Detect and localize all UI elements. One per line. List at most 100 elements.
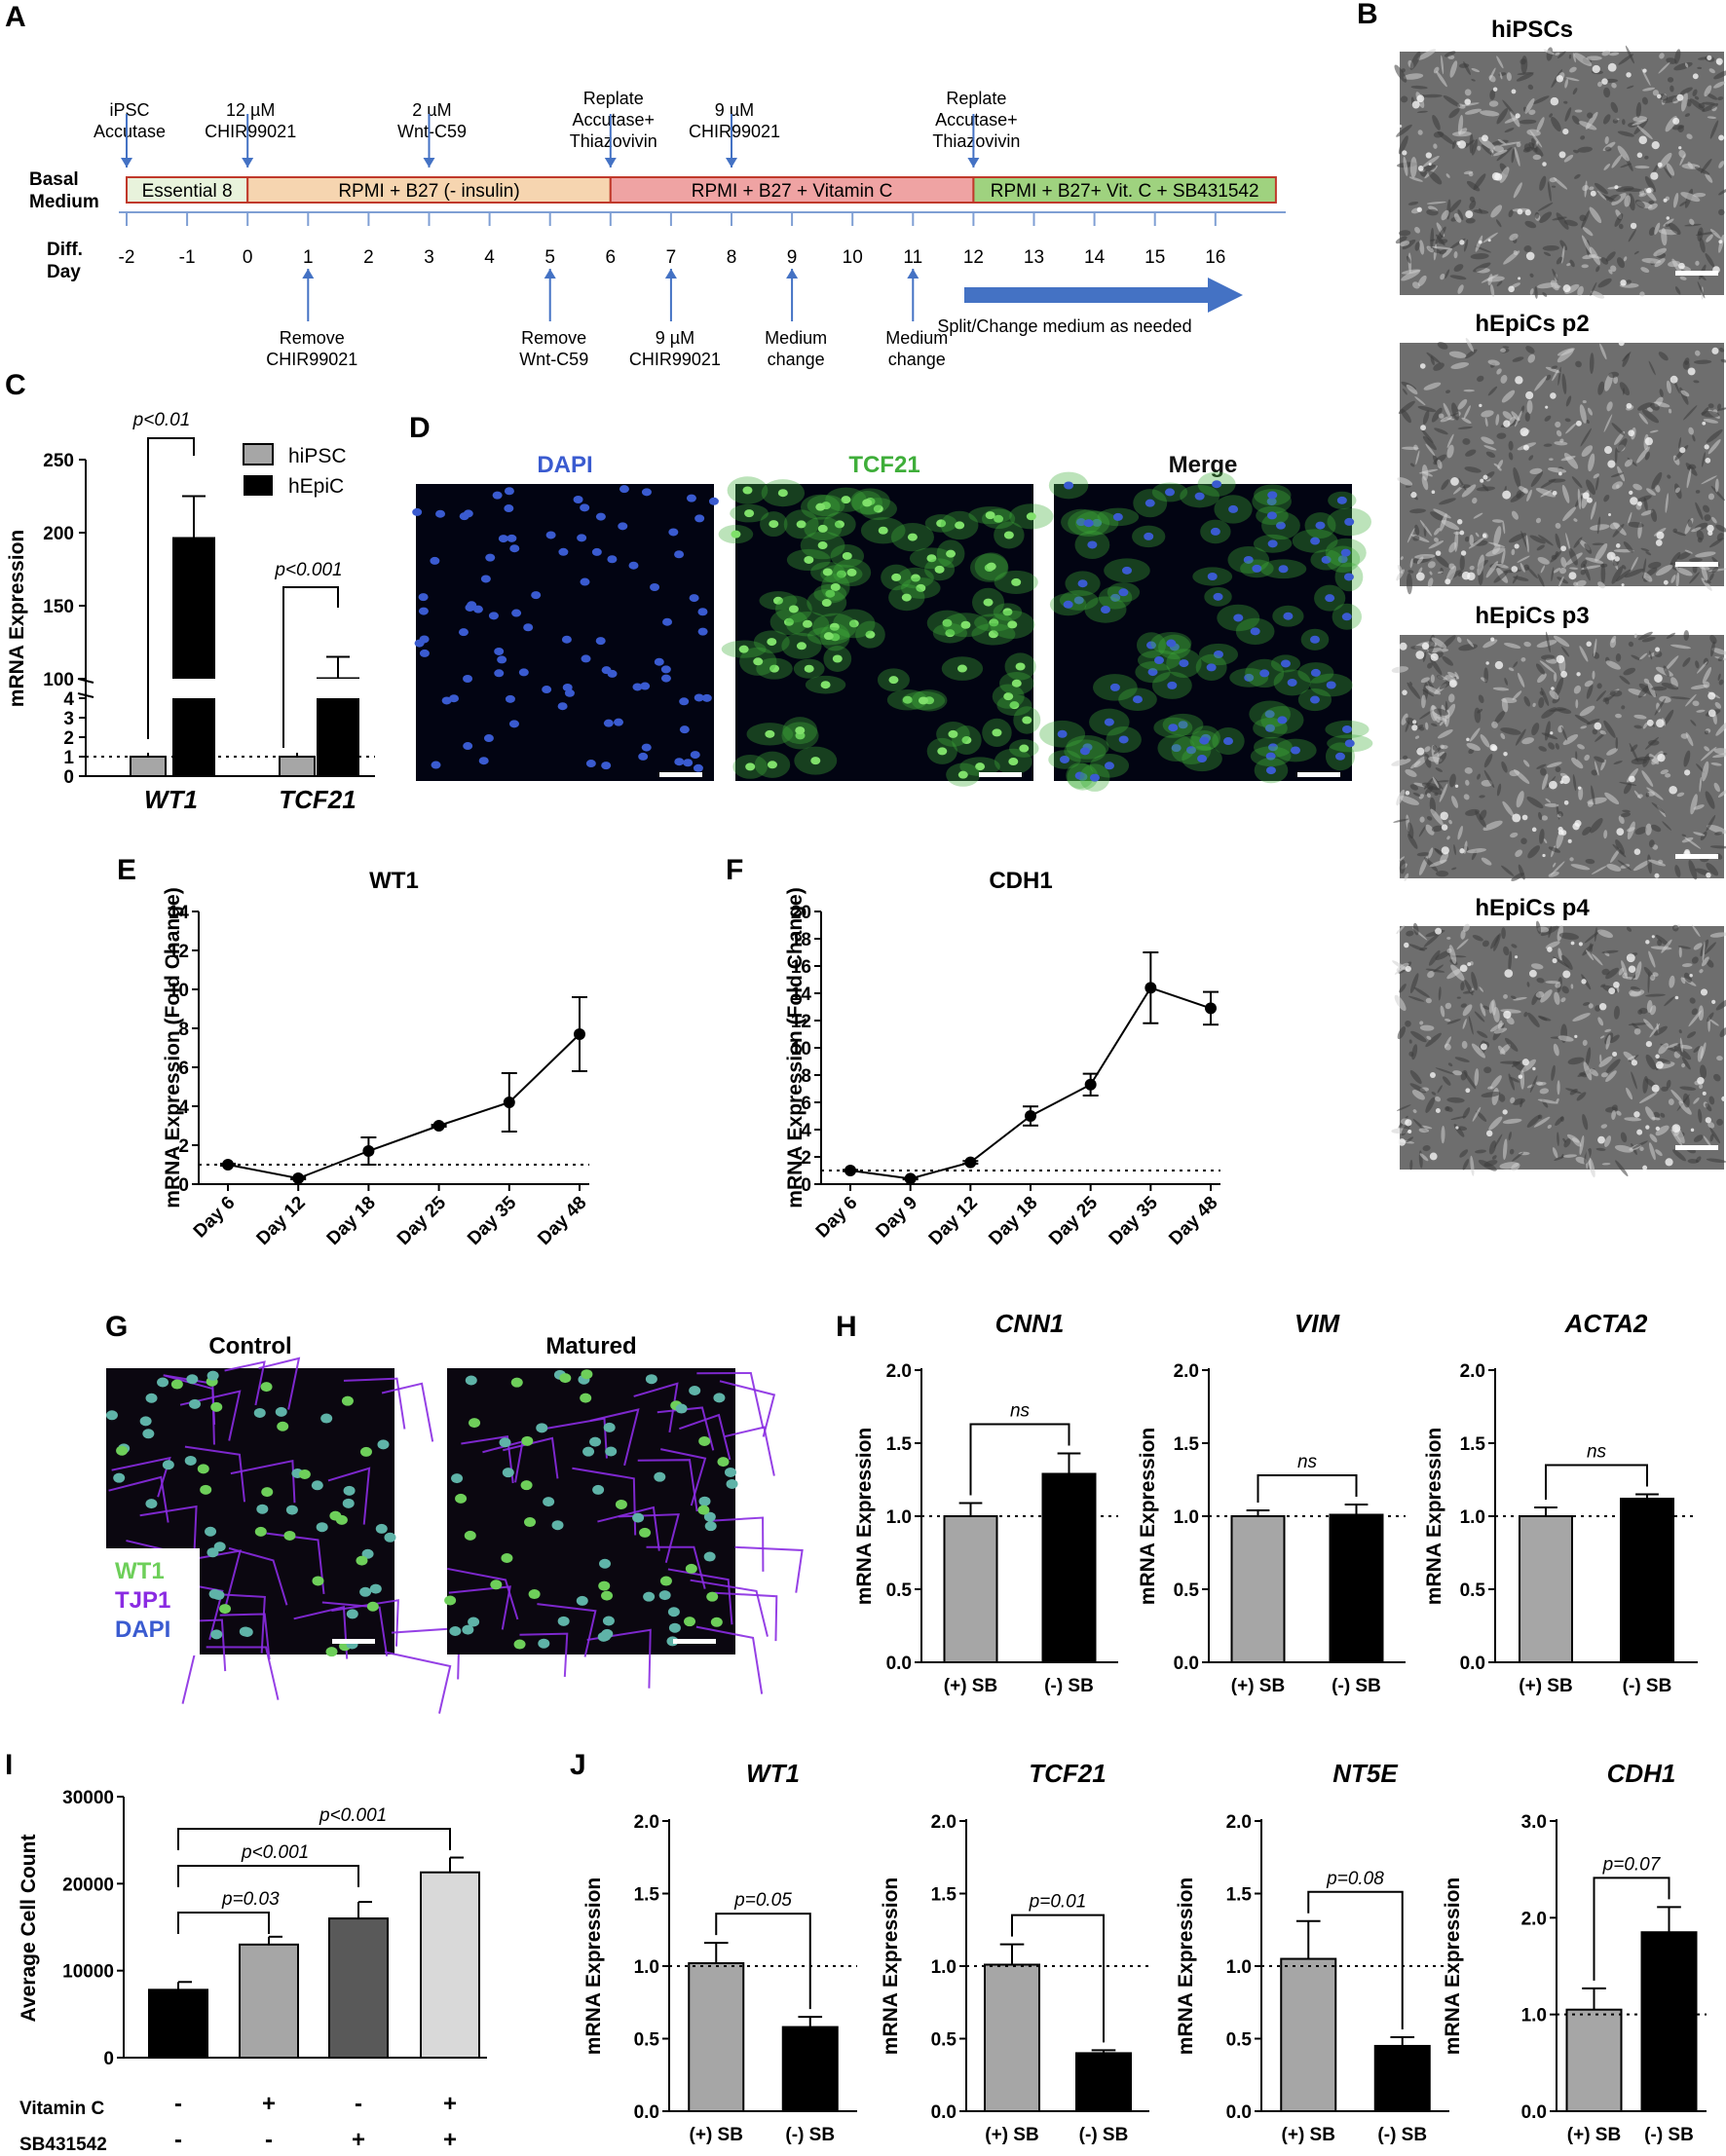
cell-shape [1483,445,1497,451]
cell-shape [1655,1149,1663,1157]
junction-line [228,1546,288,1606]
bright-cell [1646,187,1652,194]
cell-shape [1600,760,1606,771]
cell-shape [1566,263,1571,267]
cell-shape [1473,262,1491,273]
cell-shape [1482,1005,1490,1010]
cell-shape [1435,226,1446,244]
cell-shape [1477,708,1483,714]
bright-cell [1405,791,1410,796]
bright-cell [1581,979,1587,985]
cell-shape [1447,1062,1453,1067]
x-tick-label: (-) SB [1079,2125,1129,2145]
cell-shape [1419,1021,1424,1025]
cell-shape [1497,138,1507,145]
cell-shape [1450,1116,1467,1120]
bright-cell [1556,75,1563,83]
cell-shape [1640,547,1650,552]
bright-cell [1704,444,1709,450]
cell-shape [1537,673,1547,684]
cell-shape [1502,411,1513,420]
bright-cell [1435,1108,1441,1113]
bright-cell [1614,556,1620,562]
nucleus [1250,627,1260,636]
cell-shape [1714,831,1723,836]
nucleus [1212,480,1222,489]
bottom-event-label: Medium [765,328,827,348]
chart-title: CNN1 [995,1309,1065,1338]
cell-shape [1482,484,1489,492]
cell-shape [1684,549,1693,554]
cell-shape [1446,937,1451,940]
panel-b-micrograph [1391,920,1726,1178]
day-tick-label: 2 [363,247,374,268]
y-axis-label: mRNA Expression [1137,1428,1159,1605]
cell-shape [1698,1005,1705,1022]
cell-shape [1601,949,1619,954]
nucleus [1075,518,1086,527]
cell-shape [1414,396,1426,406]
cell-shape [1593,638,1597,657]
day-tick-label: 3 [424,247,434,268]
nucleus [724,1467,736,1477]
cell-shape [1538,1015,1548,1022]
nucleus [638,752,649,761]
cell-shape [1410,761,1421,769]
cell-shape [1426,201,1446,204]
bar-1 [1373,2044,1431,2112]
cell-shape [1536,544,1545,551]
cell-shape [1645,993,1666,997]
y-axis-label: mRNA Expression [1175,1877,1197,2055]
panel-label-i: I [5,1749,13,1781]
significance-bracket [177,1912,270,1934]
cell-shape [1436,870,1449,877]
cell-shape [1699,969,1704,974]
nucleus [113,1472,126,1483]
cell-shape [1681,92,1688,112]
cell-shape [1422,410,1430,425]
top-event-label: 12 µM [226,100,275,120]
chart-title: WT1 [746,1759,800,1788]
nucleus [521,1435,534,1446]
bright-cell [1606,551,1616,561]
cell-shape [1516,73,1534,82]
cell-shape [1605,1070,1617,1083]
cell-shape [1521,737,1534,745]
cell-shape [1414,242,1420,251]
cell-shape [1616,1110,1622,1116]
cell-shape [1618,223,1624,230]
cell-shape [1471,138,1478,156]
cell-shape [1445,1002,1452,1010]
nucleus [485,553,496,562]
cell-shape [1548,872,1559,877]
bright-cell [1570,941,1575,946]
cell-shape [1517,555,1530,563]
cell-shape [1437,571,1444,574]
cell-shape [1630,985,1641,992]
cell-shape [1610,101,1619,113]
cell-shape [1705,252,1715,268]
cell-shape [1554,441,1568,446]
nucleus [492,491,503,500]
nucleus [1233,613,1244,622]
cell-shape [1463,1071,1477,1090]
junction-line [206,1646,280,1700]
cell-shape [1410,646,1424,650]
cell-shape [1425,824,1435,836]
cell-shape [1425,1032,1442,1048]
nucleus [641,743,652,752]
cell-shape [1603,830,1608,839]
bright-cell [1416,206,1422,212]
bright-cell [1651,1084,1660,1093]
cell-shape [1540,989,1553,1003]
cell-shape [1597,81,1602,88]
bar-1 [781,2026,839,2113]
cell-shape [1534,286,1538,299]
cell-shape [1627,827,1635,833]
day-tick-label: 16 [1205,247,1225,268]
cell-shape [1428,540,1445,549]
bright-cell [1707,524,1714,533]
nucleus [320,1413,333,1424]
chart-title: CDH1 [1607,1759,1676,1788]
cell-shape [1645,1054,1656,1070]
